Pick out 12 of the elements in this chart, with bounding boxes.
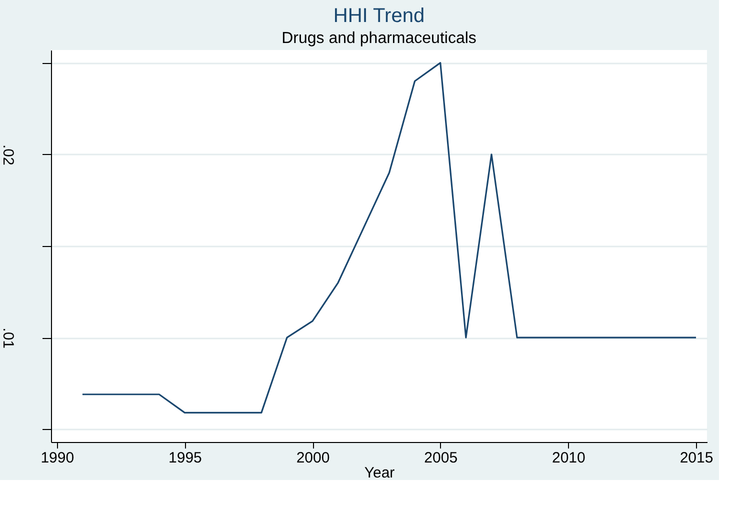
x-tick-label: 2000 <box>296 450 330 466</box>
y-tick-label: .02 <box>0 144 16 166</box>
chart-subtitle: Drugs and pharmaceuticals <box>282 30 476 47</box>
y-tick-label: .01 <box>0 328 16 349</box>
line-series <box>82 62 697 414</box>
x-tick-label: 1995 <box>168 450 202 466</box>
x-axis-title: Year <box>364 464 395 482</box>
x-tick-label: 2010 <box>552 450 586 466</box>
x-tick-label: 1990 <box>40 450 74 466</box>
chart-title: HHI Trend <box>333 5 425 27</box>
x-tick-label: 2005 <box>424 450 458 466</box>
x-tick-label: 2015 <box>680 450 714 466</box>
